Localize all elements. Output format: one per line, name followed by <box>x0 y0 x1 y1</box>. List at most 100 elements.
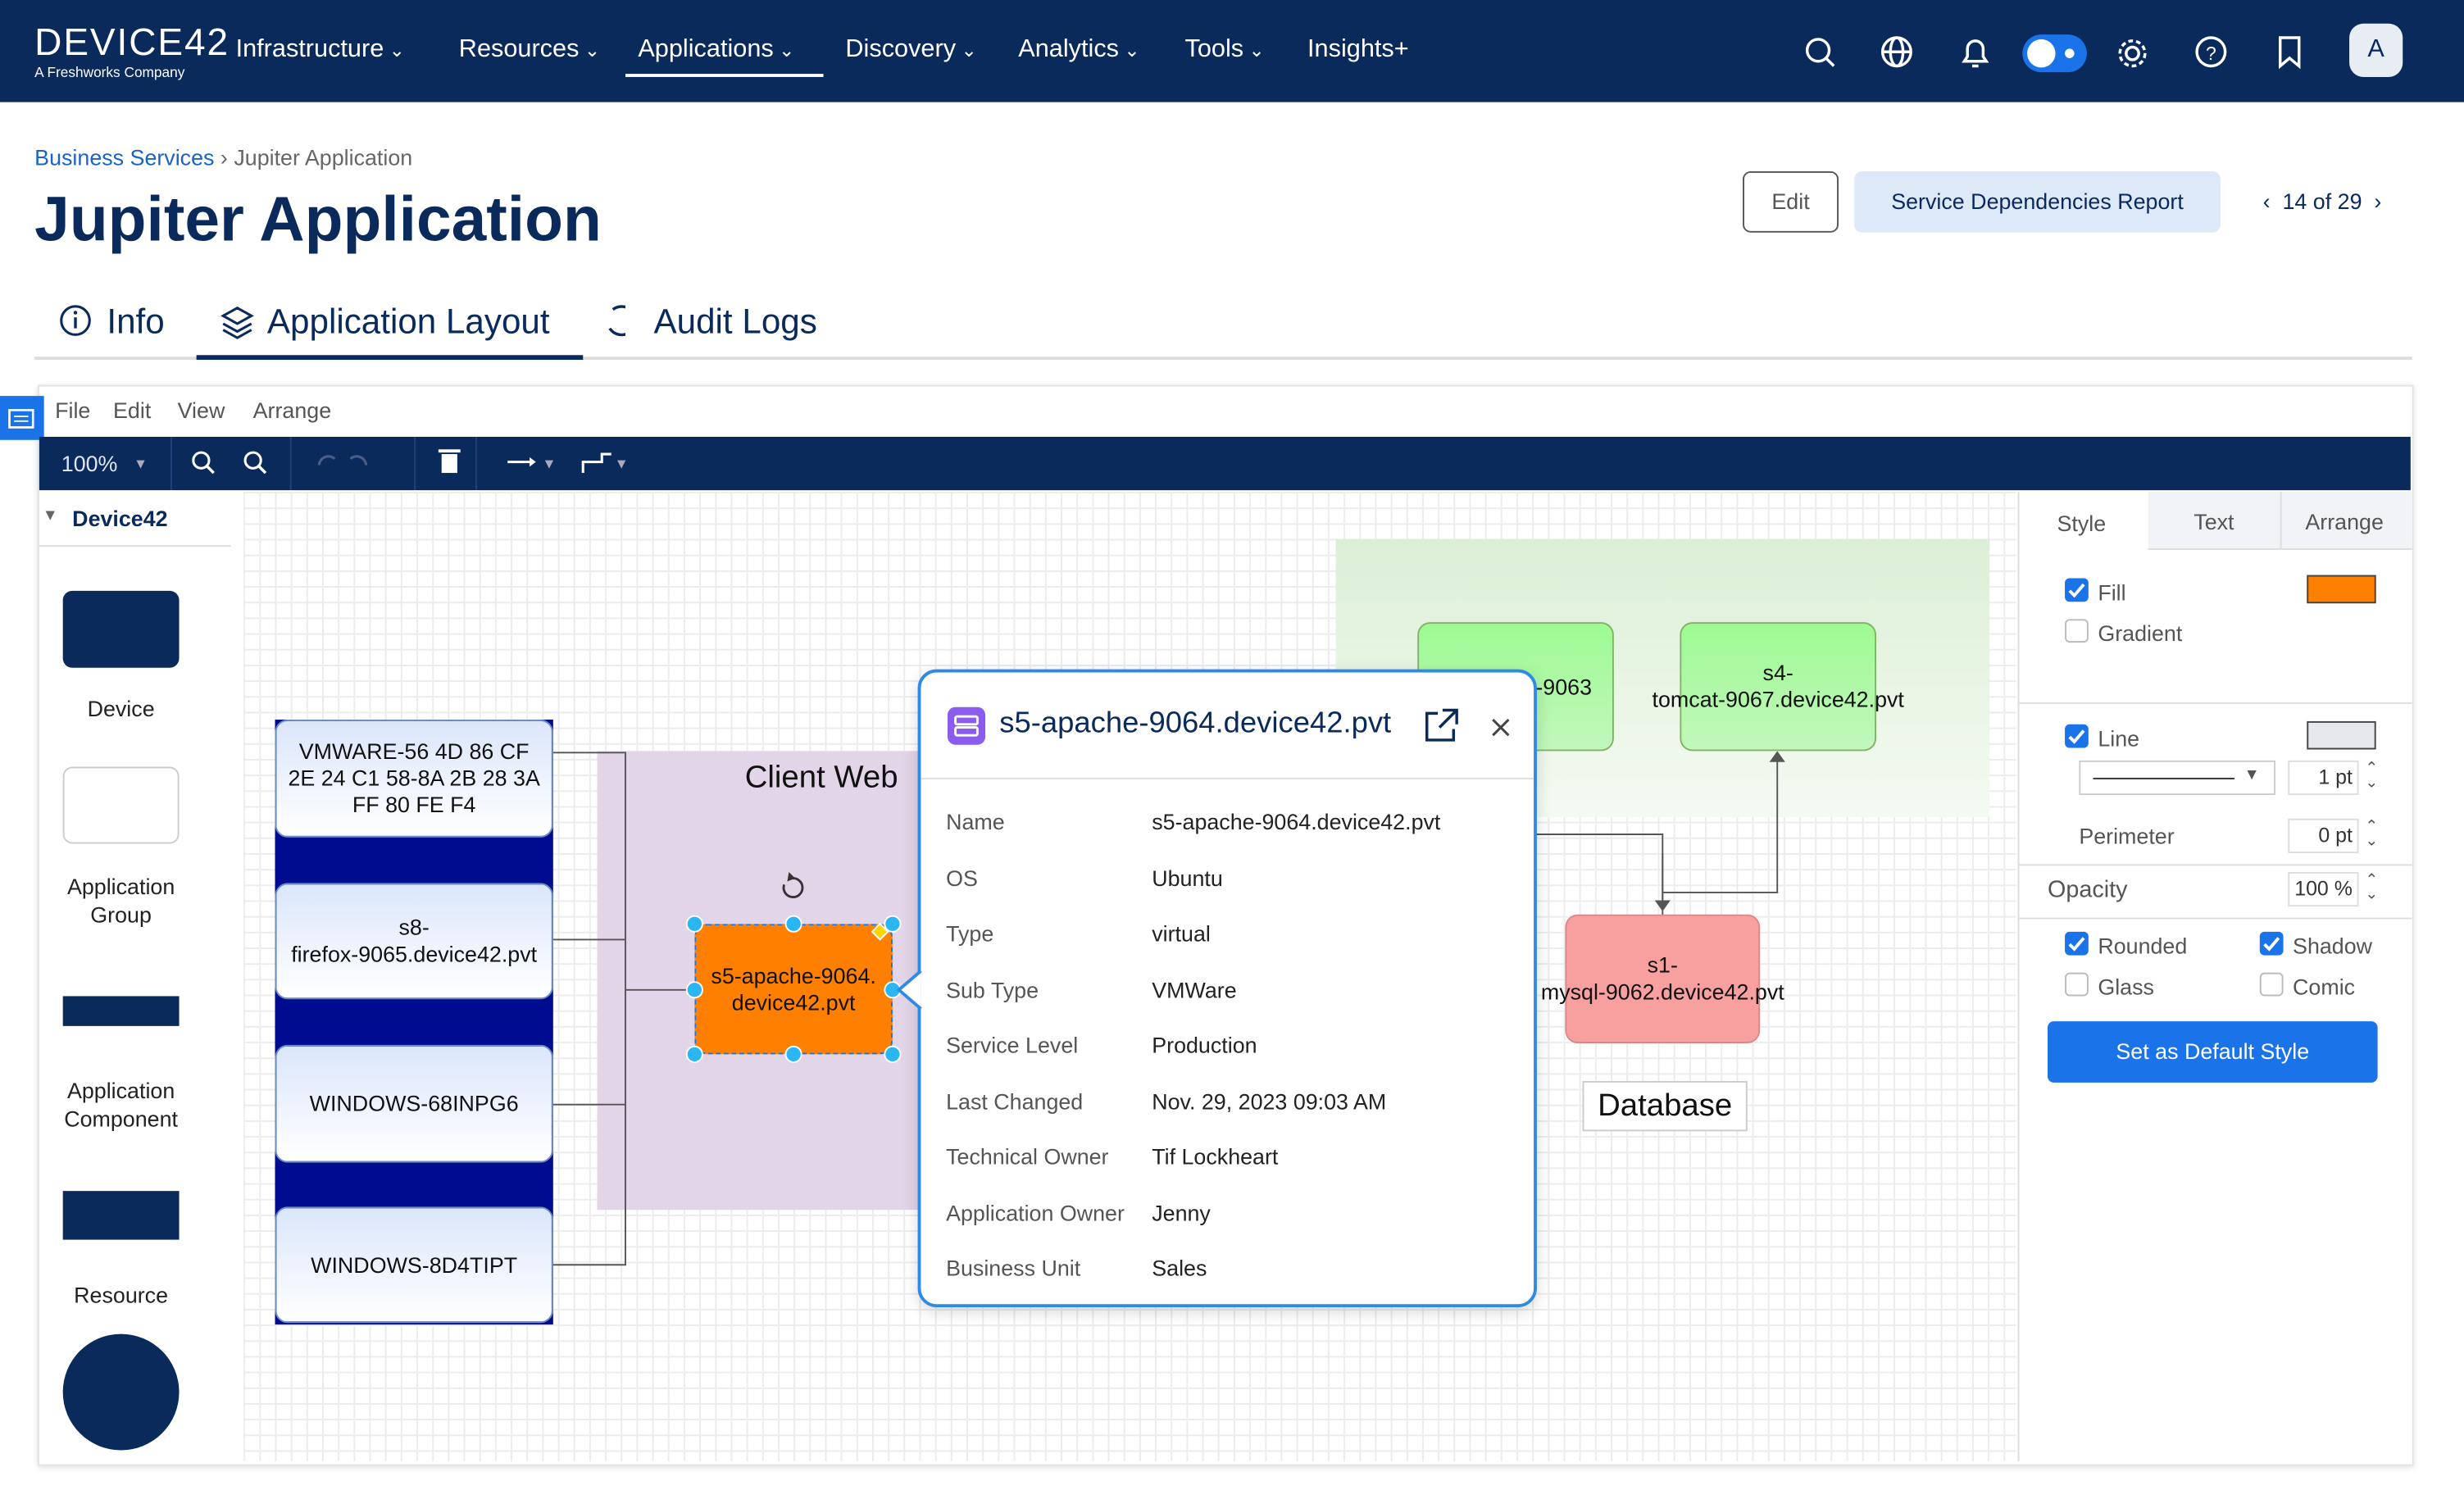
svg-text:▼: ▼ <box>134 455 148 471</box>
popup-pointer <box>896 970 922 1011</box>
caret: ⌄ <box>579 39 601 61</box>
editor-menu-item[interactable]: View <box>177 397 225 423</box>
node-text: -9063 <box>1535 673 1593 699</box>
svg-text:?: ? <box>2206 43 2216 64</box>
zoom-level[interactable]: 100% <box>61 451 118 476</box>
theme-toggle[interactable] <box>2022 34 2087 73</box>
line-style[interactable]: ▼ <box>2079 760 2275 796</box>
tab-active[interactable]: Application Layout <box>266 302 550 342</box>
bookmark-icon[interactable] <box>2278 36 2301 70</box>
field-label: Technical Owner <box>946 1143 1109 1170</box>
node-label[interactable]: s8- firefox-9065.device42.pvt <box>275 883 553 1000</box>
checkbox[interactable] <box>2065 931 2089 956</box>
default-style-button[interactable]: Set as Default Style <box>2047 1021 2378 1083</box>
breadcrumb-link[interactable]: Business Services <box>34 144 215 170</box>
node-text: firefox-9065.device42.pvt <box>291 941 538 967</box>
nav-item[interactable]: Discovery ⌄ <box>845 36 977 63</box>
svg-text:▼: ▼ <box>615 455 629 471</box>
node-label[interactable]: WINDOWS-8D4TIPT <box>275 1206 553 1324</box>
field-label: Type <box>946 920 994 947</box>
open-link[interactable] <box>1425 708 1458 742</box>
node-label[interactable]: WINDOWS-68INPG6 <box>275 1044 553 1163</box>
caret: ⌄ <box>384 39 405 61</box>
editor-menu-item[interactable]: File <box>55 397 91 423</box>
checkbox[interactable] <box>2065 972 2089 997</box>
line-width[interactable]: 1 pt <box>2288 760 2359 796</box>
palette-label: Resource <box>74 1282 169 1308</box>
nav-item[interactable]: Analytics ⌄ <box>1018 36 1140 63</box>
palette-label: Application Component <box>64 1078 178 1132</box>
field-value: s5-apache-9064.device42.pvt <box>1152 809 1441 834</box>
field-value: Nov. 29, 2023 09:03 AM <box>1152 1088 1387 1114</box>
edit-button[interactable]: Edit <box>1743 170 1839 233</box>
pager[interactable]: ‹ 14 of 29 › <box>2262 189 2382 214</box>
fill-color[interactable] <box>2307 575 2376 604</box>
checkbox[interactable] <box>2259 931 2284 956</box>
shape-device[interactable] <box>62 590 180 668</box>
shape-app-component[interactable] <box>62 996 180 1026</box>
close[interactable] <box>1492 718 1510 737</box>
nav-item[interactable]: Insights+ <box>1307 36 1409 63</box>
field-value: Tif Lockheart <box>1152 1143 1279 1170</box>
nav-item[interactable]: Tools ⌄ <box>1184 36 1265 63</box>
checkbox[interactable] <box>2065 578 2089 602</box>
report-button[interactable]: Service Dependencies Report <box>1854 170 2221 233</box>
node[interactable] <box>1565 914 1761 1043</box>
group-label: Client Web <box>744 760 898 796</box>
selection-handles <box>685 871 902 1063</box>
nav-item[interactable]: Resources ⌄ <box>458 36 601 63</box>
help-icon[interactable]: ? <box>2195 36 2227 68</box>
search-icon[interactable] <box>1805 38 1835 67</box>
toolbar-icons: ▼ ▼ ▼ <box>134 436 629 491</box>
tab-icons <box>60 305 626 339</box>
connectors <box>552 751 1785 1266</box>
globe-icon[interactable] <box>1880 36 1912 68</box>
tab-underline <box>196 355 584 361</box>
shape-app-group[interactable] <box>62 766 180 844</box>
popup-actions <box>1425 708 1510 742</box>
top-nav: DEVICE42 A Freshworks Company Infrastruc… <box>0 0 2464 102</box>
field-label: Application Owner <box>946 1199 1125 1225</box>
checkbox[interactable] <box>2065 619 2089 643</box>
editor-menu-item[interactable]: Edit <box>113 397 152 423</box>
nav-icons: ? <box>1805 34 2301 73</box>
settings-icon[interactable] <box>2118 39 2147 68</box>
nav-item[interactable]: Infrastructure ⌄ <box>235 36 405 63</box>
format-panel: Style Text Arrange Fill Gradient Line ▼ … <box>2017 492 2412 1461</box>
avatar[interactable]: A <box>2349 23 2403 77</box>
field-label: Last Changed <box>946 1088 1084 1114</box>
format-tab[interactable]: Text <box>2194 509 2234 534</box>
nav-item[interactable]: Applications ⌄ <box>638 36 795 63</box>
perimeter-input[interactable]: 0 pt <box>2288 818 2359 853</box>
bell-icon[interactable] <box>1962 39 1989 68</box>
tab[interactable]: Info <box>107 302 165 342</box>
format-tab[interactable]: Style <box>2057 511 2107 536</box>
checkbox[interactable] <box>2259 972 2284 997</box>
node-text: FF 80 FE F4 <box>352 792 476 817</box>
field-label: OS <box>946 865 978 891</box>
tab-rule <box>34 357 2412 361</box>
shape-circle[interactable] <box>62 1333 180 1451</box>
node[interactable] <box>1680 622 1877 752</box>
opacity-input[interactable]: 100 % <box>2288 871 2359 907</box>
node-label: s5-apache-9064. device42.pvt <box>694 924 893 1054</box>
editor-menu-item[interactable]: Arrange <box>252 397 332 423</box>
field-value: Ubuntu <box>1152 865 1223 891</box>
tab[interactable]: Audit Logs <box>653 302 817 342</box>
logo[interactable]: DEVICE42 <box>34 21 230 65</box>
checkbox[interactable] <box>2065 724 2089 748</box>
node-text: WINDOWS-8D4TIPT <box>311 1251 518 1277</box>
line-color[interactable] <box>2307 720 2376 750</box>
palette-label: Application Group <box>66 873 175 928</box>
node-text: s8- <box>398 914 430 940</box>
node-label[interactable]: VMWARE-56 4D 86 CF 2E 24 C1 58-8A 2B 28 3… <box>275 720 553 838</box>
shape-resource[interactable] <box>62 1191 180 1240</box>
side-toggle[interactable] <box>0 396 44 440</box>
field-label: Name <box>946 809 1005 834</box>
field-value: Production <box>1152 1032 1257 1058</box>
logo-sub: A Freshworks Company <box>34 64 185 80</box>
node-text: s5-apache-9064. <box>711 962 876 988</box>
pager-text: 14 of 29 <box>2282 189 2362 214</box>
format-tab[interactable]: Arrange <box>2305 509 2384 534</box>
